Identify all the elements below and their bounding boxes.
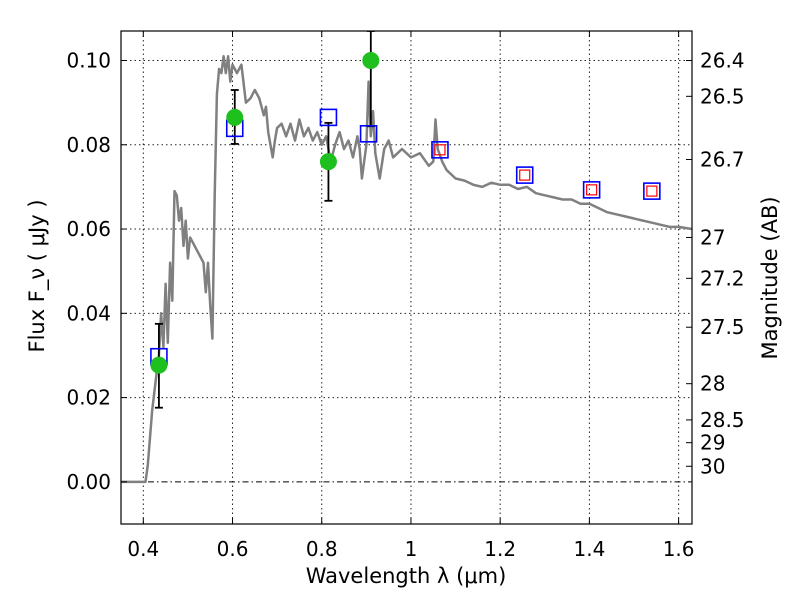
right-tick-label: 26.5: [700, 84, 745, 108]
series-group: [121, 31, 692, 484]
observed-point: [226, 108, 244, 126]
right-tick-label: 26.7: [700, 148, 745, 172]
x-tick-label: 0.4: [127, 537, 159, 561]
right-tick-label: 27.5: [700, 315, 745, 339]
model-square: [359, 125, 378, 143]
model-square: [643, 182, 661, 200]
right-tick-label: 27: [700, 225, 725, 249]
band-square: [586, 184, 598, 196]
y-axis-label: Flux F_ν ( μJy ): [25, 199, 50, 352]
y-axis: 0.00 0.02 0.04 0.06 0.08 0.10: [66, 48, 127, 494]
model-square: [582, 181, 601, 199]
x-tick-label: 1.2: [484, 537, 516, 561]
right-axis-label: Magnitude (AB): [758, 196, 782, 359]
y-tick-label: 0.10: [66, 48, 111, 72]
model-square: [515, 166, 534, 184]
x-tick-label: 0.6: [217, 537, 249, 561]
x-axis: 0.4 0.6 0.8 1 1.2 1.4 1.6: [127, 31, 695, 561]
band-square: [519, 169, 531, 181]
observed-point: [319, 153, 337, 171]
y-tick-label: 0.00: [66, 470, 111, 494]
right-tick-label: 30: [700, 454, 725, 478]
y-tick-label: 0.06: [66, 217, 111, 241]
right-tick-label: 29: [700, 431, 725, 455]
y-tick-label: 0.08: [66, 133, 111, 157]
y-tick-label: 0.04: [66, 301, 111, 325]
x-tick-label: 1.4: [573, 537, 605, 561]
model-square: [431, 141, 449, 159]
right-tick-label: 28.5: [700, 408, 745, 432]
x-axis-label: Wavelength λ (μm): [306, 564, 507, 588]
x-tick-label: 1.6: [663, 537, 695, 561]
observed-point: [362, 51, 380, 69]
y-tick-label: 0.02: [66, 386, 111, 410]
right-tick-label: 28: [700, 372, 725, 396]
plot-area: [121, 31, 692, 484]
right-tick-label: 27.2: [700, 266, 745, 290]
band-square: [434, 144, 446, 156]
model-square: [319, 108, 338, 127]
right-tick-label: 26.4: [700, 48, 745, 72]
x-tick-label: 1: [405, 537, 418, 561]
observed-point: [150, 356, 168, 374]
x-tick-label: 0.8: [306, 537, 338, 561]
plot-frame: [120, 30, 693, 525]
band-square: [646, 185, 658, 197]
spectrum-line: [121, 55, 692, 484]
